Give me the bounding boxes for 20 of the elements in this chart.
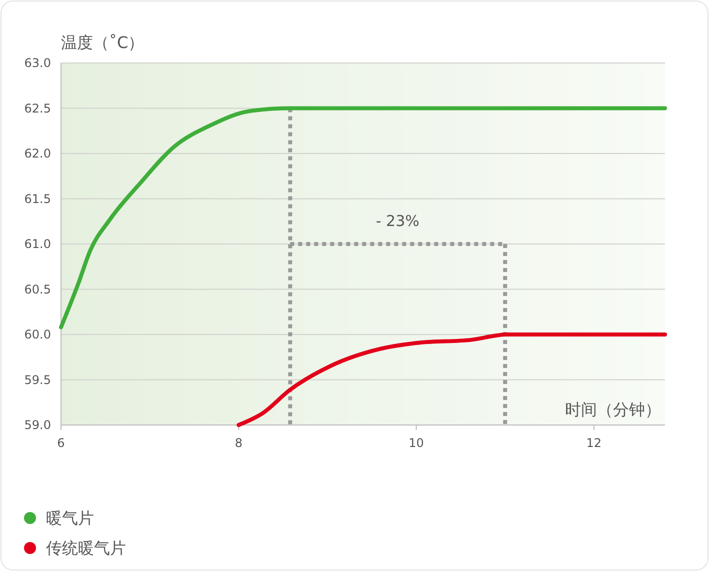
- y-tick-label: 60.0: [24, 328, 51, 342]
- y-tick-label: 63.0: [24, 56, 51, 70]
- x-axis-title: 时间（分钟）: [565, 400, 661, 419]
- y-tick-label: 59.5: [24, 372, 51, 387]
- line-series: [59, 106, 667, 330]
- x-tick-label: 10: [408, 436, 424, 450]
- y-tick-label: 59.0: [24, 418, 51, 432]
- x-tick-label: 8: [234, 436, 242, 450]
- legend-label: 传统暖气片: [46, 538, 126, 558]
- y-tick-label: 62.5: [24, 101, 51, 116]
- x-tick-label: 12: [586, 436, 602, 450]
- y-tick-label: 61.5: [24, 192, 51, 206]
- y-axis-title: 温度（˚C）: [61, 33, 144, 52]
- legend-label: 暖气片: [46, 508, 94, 528]
- y-tick-label: 61.0: [24, 237, 51, 252]
- y-tick-label: 62.0: [24, 146, 51, 161]
- line-series: [236, 332, 667, 427]
- x-tick-label: 6: [57, 436, 65, 450]
- annotation: - 23%: [376, 212, 420, 230]
- y-tick-label: 60.5: [24, 282, 51, 296]
